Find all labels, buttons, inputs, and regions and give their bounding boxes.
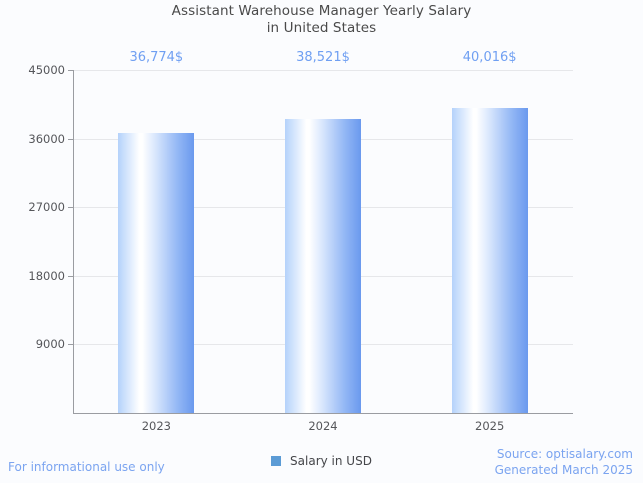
bar-2025[interactable]	[451, 108, 528, 413]
value-label-2025: 40,016$	[462, 50, 517, 65]
x-axis-tick-label-2023: 2023	[141, 419, 171, 433]
source-block: Source: optisalary.com Generated March 2…	[495, 446, 633, 478]
y-axis-tick-label: 45000	[28, 63, 65, 77]
legend-item-label: Salary in USD	[290, 454, 372, 468]
gridline	[73, 70, 573, 71]
x-axis-tick-label-2024: 2024	[308, 419, 338, 433]
chart-title: Assistant Warehouse Manager Yearly Salar…	[0, 3, 643, 37]
y-axis-tick-mark	[68, 207, 73, 209]
legend-color-swatch-icon	[271, 456, 282, 466]
bar-2023[interactable]	[118, 132, 195, 413]
y-axis-tick-label: 27000	[28, 200, 65, 215]
x-axis-line	[73, 413, 573, 414]
legend-item-salary-in-usd[interactable]: Salary in USD	[271, 454, 372, 468]
y-axis-tick-label: 36000	[28, 131, 65, 146]
y-axis-tick-label: 18000	[28, 268, 65, 283]
y-axis-tick-mark	[68, 70, 73, 71]
chart-title-line-2: in United States	[266, 20, 377, 36]
value-label-2024: 38,521$	[296, 50, 350, 65]
generated-text: Generated March 2025	[494, 463, 633, 477]
source-text: Source: optisalary.com	[496, 447, 633, 461]
y-axis-tick-mark	[68, 275, 73, 277]
y-axis-tick-mark	[68, 344, 73, 346]
value-label-2023: 36,774$	[129, 50, 184, 65]
x-axis-tick-label-2025: 2025	[475, 419, 505, 433]
plot-area	[68, 70, 573, 413]
chart-legend: Salary in USD	[0, 454, 643, 468]
y-axis-line	[73, 70, 74, 414]
y-axis-tick-labels: 9000 18000 27000 36000 45000	[0, 63, 65, 413]
chart-title-line-1: Assistant Warehouse Manager Yearly Salar…	[171, 3, 472, 19]
bar-2024[interactable]	[285, 119, 361, 413]
y-axis-tick-label: 9000	[35, 337, 65, 352]
y-axis-tick-mark	[68, 138, 73, 140]
disclaimer-text: For informational use only	[8, 460, 165, 474]
